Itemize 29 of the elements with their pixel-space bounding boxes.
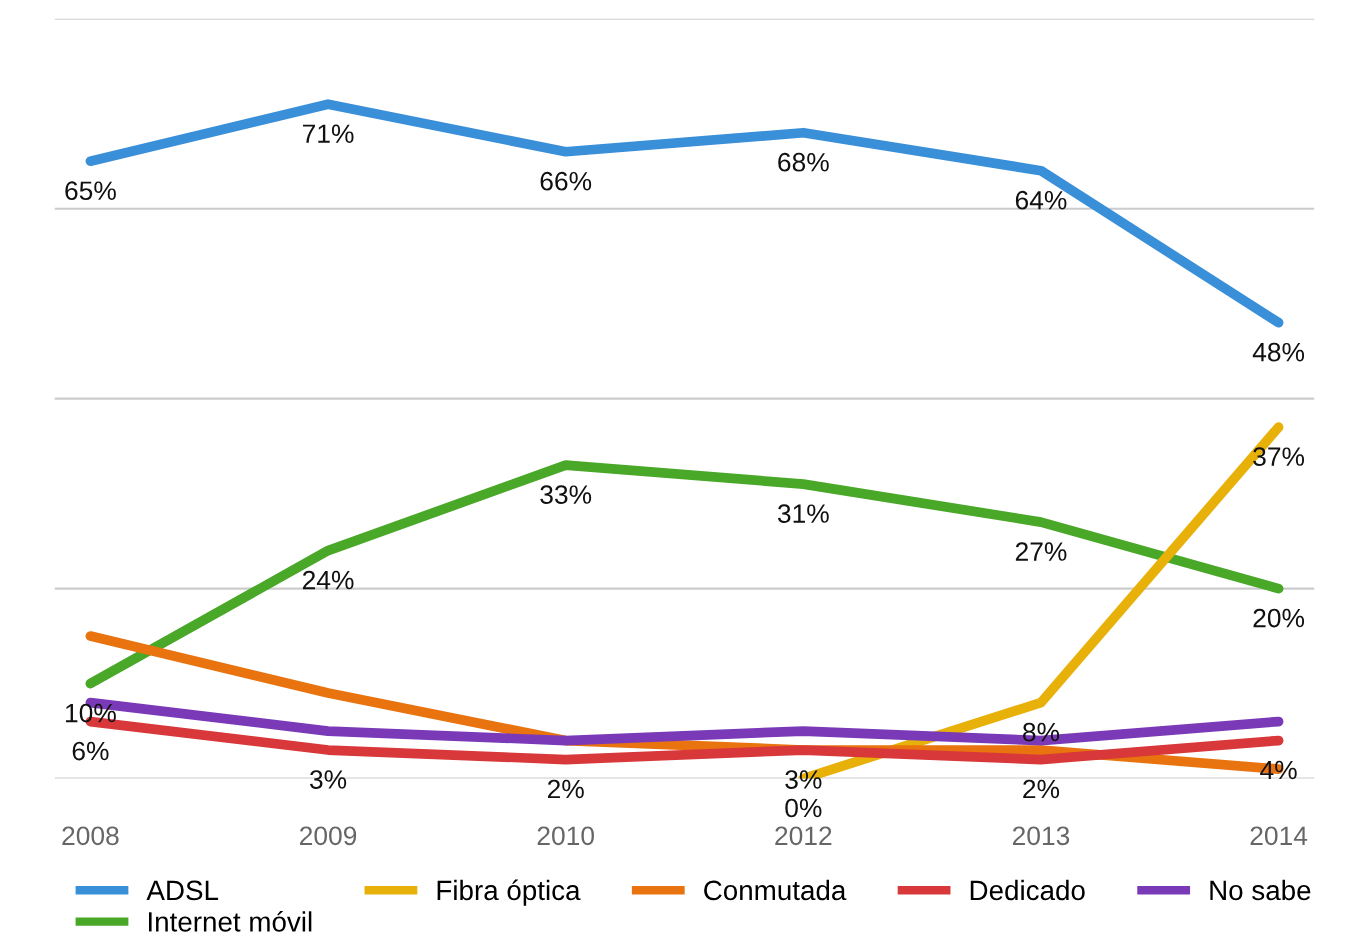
- legend-label: No sabe: [1210, 879, 1311, 901]
- data-label: 64%: [1015, 190, 1067, 210]
- data-label: 71%: [302, 124, 354, 143]
- x-tick-label: 2009: [300, 826, 357, 846]
- data-label: 2%: [547, 779, 584, 799]
- data-label: 68%: [778, 152, 829, 172]
- data-label: 24%: [302, 570, 354, 590]
- x-tick-label: 2012: [775, 826, 832, 846]
- data-label: 66%: [540, 171, 592, 191]
- x-tick-label: 2010: [537, 826, 594, 846]
- x-tick-label: 2008: [62, 826, 119, 846]
- data-label: 33%: [540, 485, 592, 504]
- legend-label: Fibra óptica: [437, 879, 581, 906]
- data-label: 31%: [777, 504, 829, 523]
- data-label: 2%: [1023, 779, 1060, 799]
- legend-label: Internet móvil: [148, 910, 312, 932]
- data-label: 20%: [1253, 608, 1305, 628]
- data-label: 65%: [65, 181, 116, 201]
- data-label: 10%: [66, 703, 116, 723]
- data-label: 0%: [785, 798, 822, 818]
- legend-label: Dedicado: [970, 879, 1085, 901]
- x-tick-label: 2013: [1012, 826, 1070, 846]
- data-label: 27%: [1015, 542, 1067, 561]
- data-label: 48%: [1252, 342, 1305, 362]
- legend-label: Conmutada: [704, 879, 847, 901]
- data-label: 3%: [309, 770, 347, 789]
- data-label: 6%: [72, 741, 109, 761]
- x-tick-label: 2014: [1250, 826, 1308, 846]
- legend-label: ADSL: [146, 880, 219, 901]
